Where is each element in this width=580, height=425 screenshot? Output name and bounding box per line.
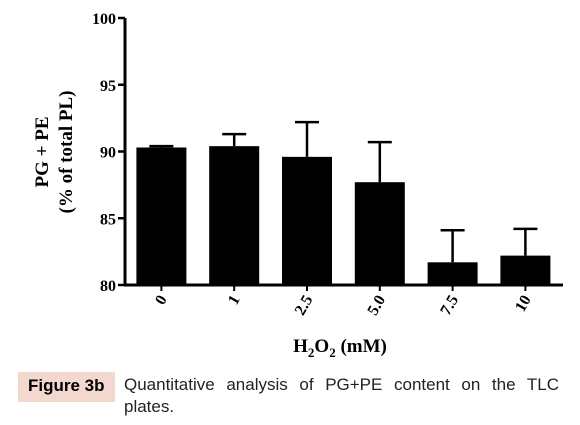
x-tick-label-2: 2.5 [292,293,317,319]
y-ticks-group: 80 85 90 95 100 [92,11,125,295]
bar-0 [136,147,187,285]
figure-label: Figure 3b [18,372,115,402]
caption-text: Quantitative analysis of PG+PE content o… [124,375,559,416]
bar-2 [282,156,332,285]
bar-5 [500,255,551,285]
bars-group [136,146,551,285]
bar-1 [209,146,260,285]
y-tick-label-1: 85 [100,211,116,228]
x-tick-label-1: 1 [225,293,244,308]
y-tick-label-3: 95 [100,78,116,95]
y-tick-label-2: 90 [100,145,116,162]
x-tick-label-4: 7.5 [437,293,462,319]
bar-chart: 80 85 90 95 100 0 1 2.5 5.0 7.5 10 PG + PE (% of … [32,11,563,360]
y-tick-label-4: 100 [92,11,116,28]
y-axis-subtitle: (% of total PL) [56,91,77,214]
x-tick-label-0: 0 [152,293,171,308]
y-axis-title: PG + PE [32,117,53,188]
x-tick-label-3: 5.0 [365,293,390,319]
x-tick-label-5: 10 [512,293,535,315]
bar-3 [354,182,405,285]
error-bars-group [149,120,538,263]
y-tick-label-0: 80 [100,278,116,295]
bar-4 [427,262,478,285]
x-ticks-group: 0 1 2.5 5.0 7.5 10 [152,285,535,318]
x-axis-title: H2O2 (mM) [293,336,387,360]
